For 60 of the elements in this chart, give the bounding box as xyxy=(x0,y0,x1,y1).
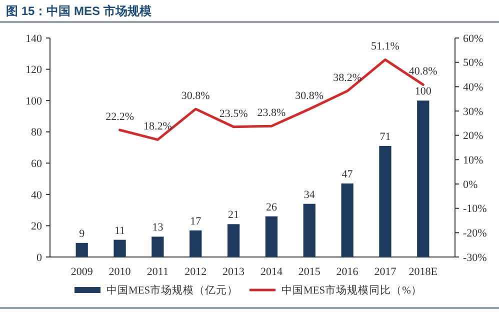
data-label: 38.2% xyxy=(333,72,362,84)
data-label: 13 xyxy=(152,222,164,234)
data-label: 23.5% xyxy=(219,108,248,120)
bar xyxy=(152,236,164,257)
data-label: 51.1% xyxy=(371,40,400,53)
data-label: 40.8% xyxy=(408,66,438,78)
x-tick-label: 2009 xyxy=(70,266,94,278)
y-tick-label: 20 xyxy=(31,220,42,233)
x-tick-label: 2014 xyxy=(260,266,283,278)
y-tick-label: 60 xyxy=(31,158,42,170)
data-label: 23.8% xyxy=(257,107,286,120)
bar xyxy=(76,242,88,257)
y2-tick-label: -10% xyxy=(463,203,487,216)
y2-tick-label: 10% xyxy=(463,154,484,167)
y2-tick-label: 60% xyxy=(463,32,484,45)
bar xyxy=(265,216,278,257)
y-tick-label: 80 xyxy=(31,126,42,139)
y-tick-label: 140 xyxy=(26,32,42,45)
y2-tick-label: 40% xyxy=(463,82,484,94)
x-tick-label: 2011 xyxy=(146,266,168,278)
data-label: 34 xyxy=(304,188,316,201)
x-tick-label: 2018E xyxy=(408,266,438,278)
data-label: 100 xyxy=(414,86,432,98)
x-tick-label: 2017 xyxy=(374,266,397,278)
x-tick-label: 2015 xyxy=(298,266,321,278)
bar xyxy=(190,230,202,257)
data-label: 18.2% xyxy=(143,120,172,133)
y2-tick-label: -20% xyxy=(463,228,487,240)
data-label: 21 xyxy=(228,209,240,222)
y2-tick-label: 50% xyxy=(463,57,484,70)
data-label: 47 xyxy=(342,168,354,180)
x-tick-label: 2012 xyxy=(184,266,207,278)
x-tick-label: 2013 xyxy=(222,266,246,278)
x-tick-label: 2016 xyxy=(336,266,359,278)
data-label: 30.8% xyxy=(295,90,324,102)
y-tick-label: 100 xyxy=(26,95,42,108)
bar xyxy=(341,183,354,257)
y2-tick-label: -30% xyxy=(463,252,487,264)
y2-tick-label: 30% xyxy=(463,106,484,118)
y2-tick-label: 20% xyxy=(463,130,484,142)
data-label: 17 xyxy=(190,215,202,228)
legend-label: 中国MES市场规模同比（%） xyxy=(282,284,422,297)
y-tick-label: 0 xyxy=(36,252,42,264)
bar xyxy=(303,204,316,257)
data-label: 26 xyxy=(266,201,278,214)
data-label: 9 xyxy=(79,228,86,240)
data-label: 11 xyxy=(114,224,126,237)
x-tick-label: 2010 xyxy=(108,266,132,278)
chart-title: 图 15：中国 MES 市场规模 xyxy=(6,4,152,18)
bar xyxy=(379,146,392,257)
bar xyxy=(114,240,126,257)
data-label: 22.2% xyxy=(106,110,134,123)
y-tick-label: 120 xyxy=(26,64,42,76)
bar xyxy=(417,100,430,257)
bar xyxy=(227,224,240,257)
y-tick-label: 40 xyxy=(31,189,42,202)
y2-tick-label: 0% xyxy=(463,178,478,191)
legend-label: 中国MES市场规模（亿元） xyxy=(106,284,238,297)
data-label: 71 xyxy=(380,130,391,143)
data-label: 30.8% xyxy=(181,90,210,102)
